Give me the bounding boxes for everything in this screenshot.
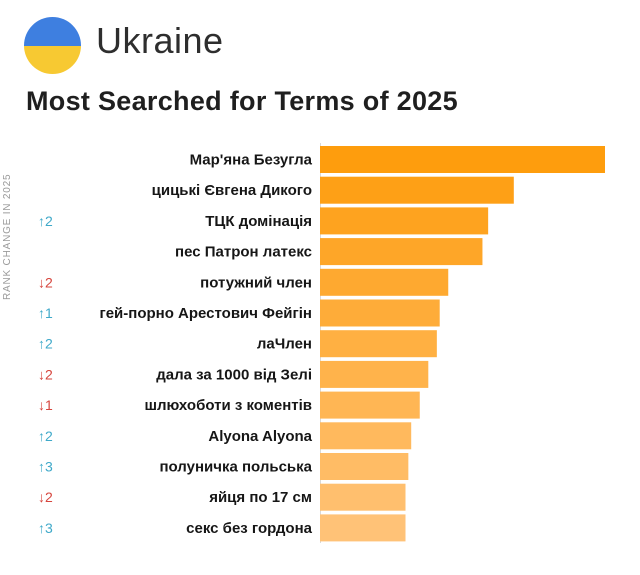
rank-change-label: ↑2 — [38, 428, 53, 444]
category-label: цицькі Євгена Дикого — [152, 182, 312, 199]
bar — [320, 483, 406, 511]
category-label: потужний член — [200, 274, 312, 291]
rank-change-label: ↓2 — [38, 274, 53, 290]
category-label: полуничка польська — [159, 459, 312, 476]
category-label: ТЦК домінація — [205, 213, 312, 230]
rank-change-label: ↑3 — [38, 459, 53, 475]
bar — [320, 176, 514, 204]
bar — [320, 238, 483, 266]
bar — [320, 268, 449, 296]
bar — [320, 330, 437, 358]
category-label: лаЧлен — [257, 336, 312, 353]
country-name: Ukraine — [96, 20, 224, 61]
chart-title: Most Searched for Terms of 2025 — [26, 86, 458, 116]
rank-change-label: ↑1 — [38, 305, 53, 321]
category-label: дала за 1000 від Зелі — [156, 366, 312, 383]
rank-change-label: ↓2 — [38, 489, 53, 505]
category-label: Мар'яна Безугла — [190, 152, 313, 169]
bar — [320, 360, 429, 388]
bar — [320, 146, 605, 173]
category-label: секс без гордона — [186, 520, 312, 537]
bar — [320, 207, 489, 235]
category-label: Alyona Alyona — [208, 428, 312, 445]
bar — [320, 422, 412, 450]
category-label: шлюхоботи з коментів — [144, 397, 312, 414]
rank-change-label: ↓1 — [38, 397, 53, 413]
bar — [320, 391, 420, 419]
rank-change-label: ↑2 — [38, 213, 53, 229]
rank-change-label: ↑3 — [38, 520, 53, 536]
category-label: яйця по 17 см — [209, 489, 312, 506]
rank-change-label: ↓2 — [38, 366, 53, 382]
bar — [320, 299, 440, 327]
rank-change-label: ↑2 — [38, 336, 53, 352]
bar — [320, 453, 409, 480]
bar — [320, 514, 406, 542]
category-label: гей-порно Арестович Фейгін — [99, 305, 312, 322]
category-label: пес Патрон латекс — [175, 244, 312, 261]
